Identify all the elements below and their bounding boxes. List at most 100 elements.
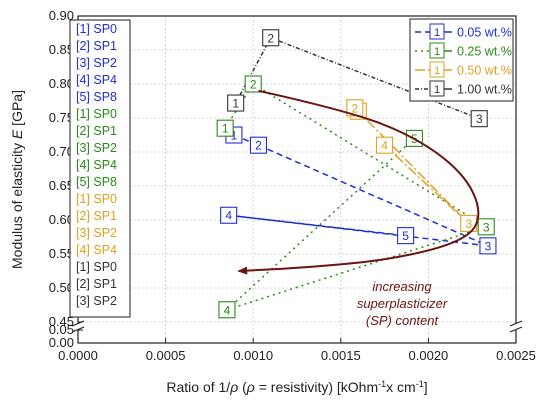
sample-legend-item: [5] SP8 <box>76 175 117 189</box>
axis-label-part: ρ <box>246 379 255 395</box>
sample-legend: [1] SP0 [2] SP1 [3] SP2 [4] SP4 [5] SP8 [1] S… <box>69 19 131 318</box>
series-line <box>252 83 487 228</box>
data-point-label: 3 <box>485 239 492 253</box>
data-point-label: 2 <box>250 78 257 92</box>
trend-arrow-label: superplasticizer <box>357 296 448 311</box>
sample-legend-item: [4] SP4 <box>76 243 117 257</box>
axis-label-part: Modulus of elasticity <box>9 139 25 269</box>
series-legend: 1 0.05 wt.% 1 0.25 wt.% 1 0.50 wt.% 1 1.00 wt.% <box>409 18 514 102</box>
series-legend-marker-label: 1 <box>434 65 440 77</box>
data-point-label: 4 <box>225 209 232 223</box>
data-point-label: 3 <box>465 217 472 231</box>
data-point <box>479 237 497 255</box>
sample-legend-item: [4] SP4 <box>76 158 117 172</box>
series-line <box>384 144 470 224</box>
axis-label-part: -1 <box>416 379 424 389</box>
data-point <box>376 136 394 154</box>
data-point <box>470 110 488 128</box>
series-legend-label: 0.05 wt.% <box>457 26 512 40</box>
axis-label-part: [GPa] <box>9 90 25 130</box>
y-tick-label: 0.45 <box>49 314 74 329</box>
axis-break-gap <box>72 323 84 330</box>
axis-label-part: ] <box>424 379 428 395</box>
series-line <box>270 37 480 120</box>
x-tick-label: 0.0020 <box>409 348 449 363</box>
data-point-label: 1 <box>231 129 238 143</box>
y-tick-label: 0.05 <box>49 322 74 337</box>
axis-label-part: Ratio of 1/ <box>166 379 230 395</box>
series-4 <box>235 37 480 120</box>
data-point-label: 3 <box>483 220 490 234</box>
y-tick-label: 0.70 <box>49 144 74 159</box>
sample-legend-item: [3] SP2 <box>76 294 117 308</box>
sample-legend-item: [4] SP4 <box>76 73 117 87</box>
series-legend-marker-label: 1 <box>434 84 440 96</box>
trend-arrow-label: (SP) content <box>366 313 440 328</box>
axis-label-part: -1 <box>378 379 386 389</box>
series-line <box>258 144 489 247</box>
data-point <box>220 206 238 224</box>
y-tick-label: 0.65 <box>49 178 74 193</box>
axis-label-part: x cm <box>386 379 416 395</box>
data-point <box>244 75 262 93</box>
y-tick-label: 0.60 <box>49 212 74 227</box>
x-axis-label: Ratio of 1/ρ (ρ = resistivity) [kOhm-1x … <box>166 379 427 395</box>
sample-legend-item: [3] SP2 <box>76 56 117 70</box>
sample-legend-item: [5] SP8 <box>76 90 117 104</box>
data-point <box>477 218 495 236</box>
sample-legend-item: [1] SP0 <box>76 192 117 206</box>
series-markers-4: 123 <box>227 29 488 128</box>
sample-legend-item: [2] SP1 <box>76 39 117 53</box>
x-tick-label: 0.0015 <box>321 348 361 363</box>
data-point-label: 3 <box>476 112 483 126</box>
data-point <box>262 29 280 47</box>
sample-legend-item: [2] SP1 <box>76 277 117 291</box>
data-point <box>249 136 268 154</box>
data-point-label: 4 <box>224 303 231 317</box>
axis-break-mark <box>509 326 523 333</box>
data-point <box>216 119 234 137</box>
x-tick-label: 0.0000 <box>58 348 98 363</box>
axis-label-part: = resistivity) [kOhm <box>255 379 378 395</box>
series-legend-label: 1.00 wt.% <box>457 83 512 97</box>
sample-legend-box <box>69 19 131 318</box>
sample-legend-item: [3] SP2 <box>76 226 117 240</box>
axis-break-gap <box>510 323 522 330</box>
sample-legend-item: [1] SP0 <box>76 107 117 121</box>
sample-legend-item: [1] SP0 <box>76 260 117 274</box>
series-legend-marker-label: 1 <box>434 27 440 39</box>
y-tick-label: 0.80 <box>49 76 74 91</box>
series-line <box>235 37 272 104</box>
sample-legend-item: [1] SP0 <box>76 22 117 36</box>
data-point <box>397 227 415 245</box>
data-point-label: 1 <box>232 97 239 111</box>
x-tick-label: 0.0010 <box>233 348 273 363</box>
y-tick-label: 0.90 <box>49 8 74 23</box>
series-legend-marker-label: 1 <box>434 46 440 58</box>
data-point-label: 2 <box>267 31 274 45</box>
series-markers-1: 1 2 3 4 5 <box>220 126 497 255</box>
series-legend-label: 0.50 wt.% <box>457 64 512 78</box>
data-point <box>218 301 236 319</box>
y-tick-label: 0.55 <box>49 246 74 261</box>
y-tick-label: 0.85 <box>49 42 74 57</box>
y-tick-label: 0.00 <box>49 335 74 350</box>
y-tick-label: 0.75 <box>49 110 74 125</box>
axis-break-mark <box>509 320 523 327</box>
series-legend-label: 0.25 wt.% <box>457 45 512 59</box>
sample-legend-item: [2] SP1 <box>76 209 117 223</box>
y-axis-label: Modulus of elasticity E [GPa] <box>9 90 25 269</box>
data-point <box>227 94 245 112</box>
data-point-label: 2 <box>255 139 262 153</box>
x-tick-label: 0.0005 <box>146 348 186 363</box>
axis-label-part: ( <box>238 379 247 395</box>
data-point-label: 5 <box>402 229 409 243</box>
axes: 0.0000 0.0005 0.0010 0.0015 0.0020 0.00 2 5 0.90… <box>49 8 536 363</box>
axis-label-part: ρ <box>229 379 238 395</box>
data-point-label: 1 <box>222 122 229 136</box>
axis-label-part: E <box>9 129 25 139</box>
trend-arrow: increasing superplasticizer (SP) content <box>237 89 480 328</box>
trend-arrow-curve <box>237 89 480 275</box>
